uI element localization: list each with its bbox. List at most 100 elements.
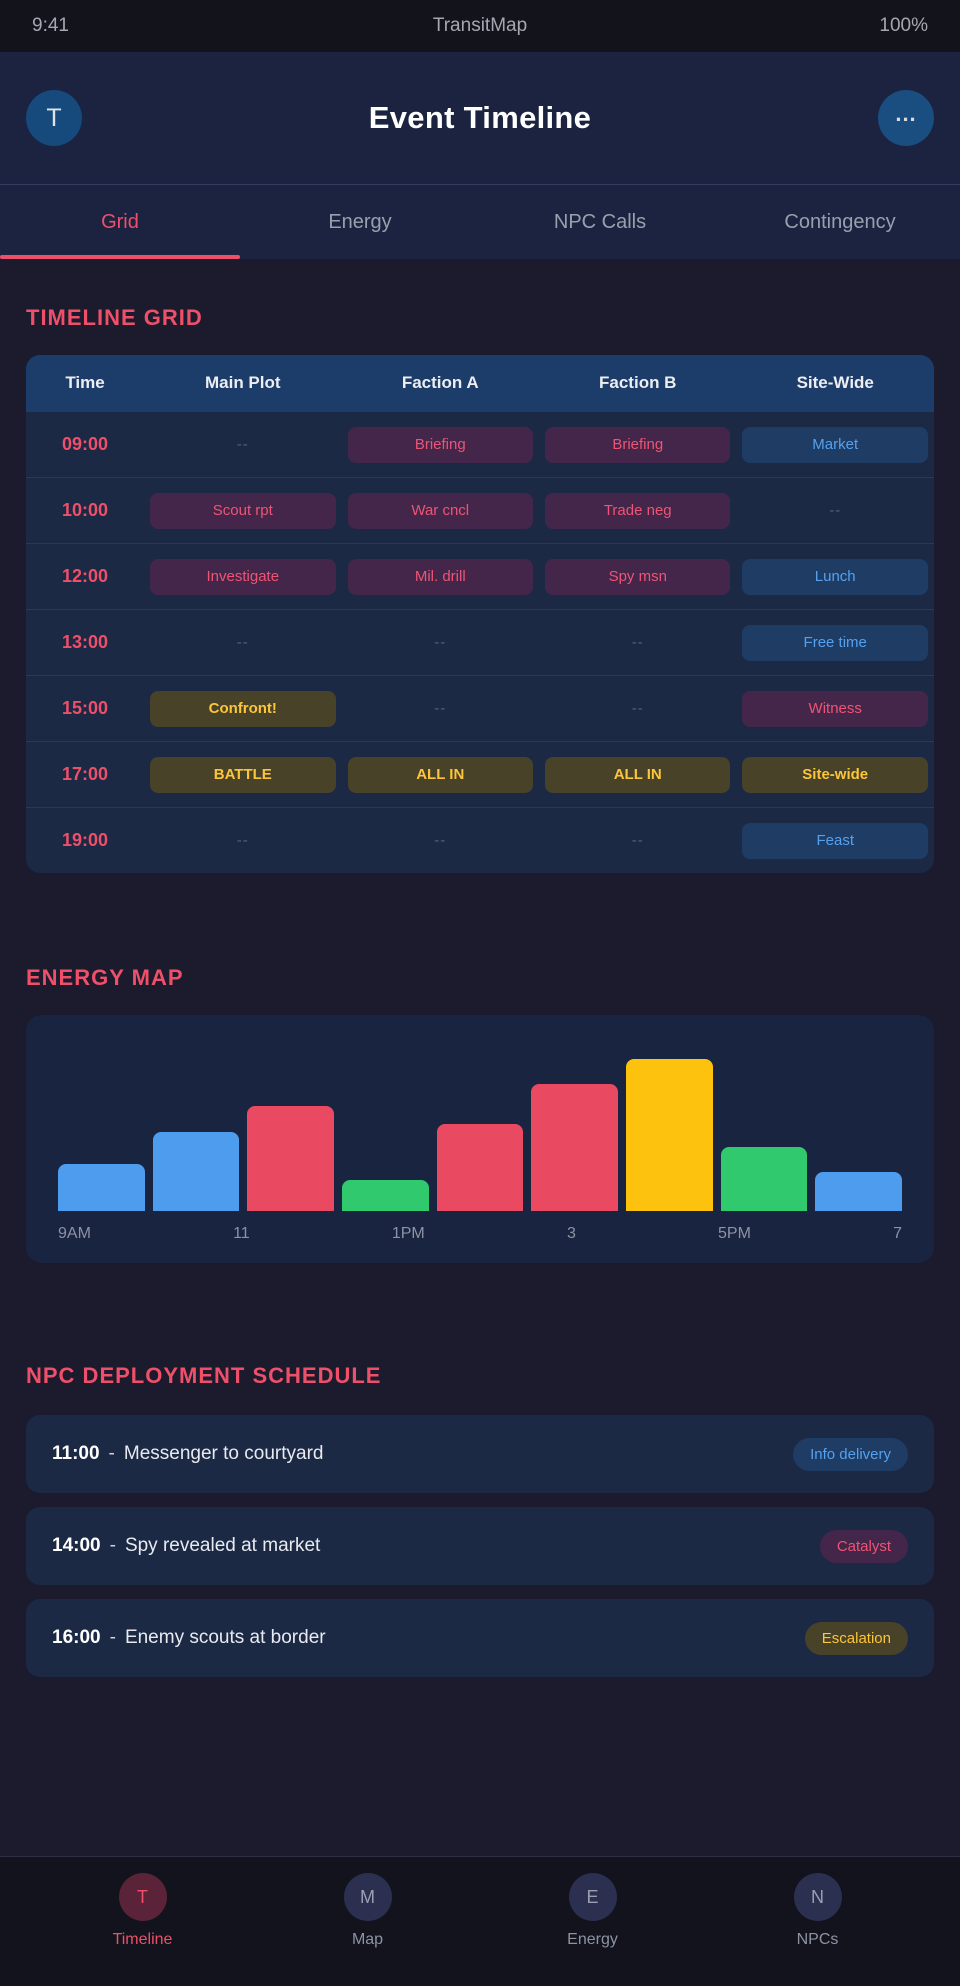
x-tick-label: 11	[233, 1225, 250, 1242]
nav-label: Map	[351, 1931, 384, 1948]
event-cell[interactable]: Trade neg	[545, 492, 731, 529]
status-app-title: TransitMap	[432, 15, 528, 36]
event-cell[interactable]: War cncl	[347, 492, 533, 529]
section-title-energy-map: ENERGY MAP	[26, 965, 184, 990]
event-cell[interactable]: Mil. drill	[347, 558, 533, 595]
event-cell[interactable]: Free time	[742, 624, 928, 661]
table-row: 13:00 -- -- -- Free time	[26, 609, 934, 675]
energy-bar	[815, 1172, 903, 1211]
nav-item-map[interactable]: M Map	[303, 1873, 433, 1986]
row-time: 15:00	[61, 698, 109, 718]
nav-item-npcs[interactable]: N NPCs	[753, 1873, 883, 1986]
row-time: 10:00	[61, 500, 109, 520]
tab-energy[interactable]: Energy	[328, 210, 392, 233]
event-cell: --	[236, 435, 249, 453]
energy-bar	[531, 1084, 619, 1211]
energy-bar	[247, 1106, 335, 1211]
event-cell[interactable]: BATTLE	[150, 756, 336, 793]
row-time: 13:00	[61, 632, 109, 652]
energy-icon: E	[568, 1873, 617, 1921]
energy-bar	[152, 1132, 240, 1211]
event-cell[interactable]: Scout rpt	[150, 492, 336, 529]
more-menu-button[interactable]: ...	[878, 90, 934, 146]
npc-item-text: Enemy scouts at border	[124, 1627, 326, 1648]
x-axis-labels: 9AM 11 1PM 3 5PM 7	[58, 1225, 902, 1243]
table-row: 10:00 Scout rpt War cncl Trade neg --	[26, 477, 934, 543]
event-cell[interactable]: Spy msn	[545, 558, 731, 595]
tab-grid[interactable]: Grid	[0, 185, 240, 259]
event-cell[interactable]: ALL IN	[347, 756, 533, 793]
timeline-icon: T	[118, 1873, 167, 1921]
nav-label: Timeline	[112, 1931, 173, 1948]
column-header-main-plot: Main Plot	[204, 373, 281, 392]
energy-bar	[436, 1124, 524, 1211]
event-cell: --	[236, 633, 249, 651]
event-cell[interactable]: Briefing	[347, 426, 533, 463]
npc-item-time: 11:00	[52, 1443, 100, 1464]
npc-item-text: Spy revealed at market	[124, 1535, 321, 1556]
event-cell: --	[631, 831, 644, 849]
table-row: 09:00 -- Briefing Briefing Market	[26, 411, 934, 477]
event-cell[interactable]: Feast	[742, 822, 928, 859]
tab-contingency[interactable]: Contingency	[784, 210, 896, 233]
status-bar: 9:41 TransitMap 100%	[0, 0, 960, 52]
event-cell: --	[631, 633, 644, 651]
tab-bar: Grid Energy NPC Calls Contingency	[0, 185, 960, 259]
event-cell[interactable]: Site-wide	[742, 756, 928, 793]
energy-map-card: 9AM 11 1PM 3 5PM 7	[26, 1015, 934, 1263]
row-time: 17:00	[61, 764, 109, 784]
event-cell[interactable]: Witness	[742, 690, 928, 727]
event-cell[interactable]: Investigate	[150, 558, 336, 595]
row-time: 12:00	[61, 566, 109, 586]
app-header: T Event Timeline ...	[0, 52, 960, 185]
npc-item-separator: -	[109, 1627, 116, 1648]
npc-item-badge: Info delivery	[793, 1437, 908, 1471]
npc-schedule-item[interactable]: 11:00 - Messenger to courtyard Info deli…	[26, 1415, 934, 1493]
nav-item-timeline[interactable]: T Timeline	[78, 1873, 208, 1986]
npc-item-time: 16:00	[52, 1627, 101, 1648]
column-header-site-wide: Site-Wide	[796, 373, 874, 392]
column-header-faction-a: Faction A	[401, 373, 479, 392]
npc-item-time: 14:00	[52, 1535, 101, 1556]
nav-label: Energy	[567, 1931, 618, 1948]
event-cell: --	[434, 633, 447, 651]
column-header-faction-b: Faction B	[599, 373, 677, 392]
event-cell[interactable]: ALL IN	[545, 756, 731, 793]
npc-item-separator: -	[108, 1443, 115, 1464]
nav-item-energy[interactable]: E Energy	[528, 1873, 658, 1986]
table-row: 17:00 BATTLE ALL IN ALL IN Site-wide	[26, 741, 934, 807]
event-cell[interactable]: Confront!	[150, 690, 336, 727]
event-cell: --	[631, 699, 644, 717]
energy-bar	[58, 1164, 145, 1211]
npc-item-text: Messenger to courtyard	[123, 1443, 324, 1464]
map-icon: M	[343, 1873, 392, 1921]
table-row: 12:00 Investigate Mil. drill Spy msn Lun…	[26, 543, 934, 609]
tab-npc-calls[interactable]: NPC Calls	[553, 210, 647, 233]
x-tick-label: 3	[566, 1225, 576, 1242]
table-header-row: Time Main Plot Faction A Faction B Site-…	[26, 355, 934, 411]
npc-item-badge: Escalation	[804, 1621, 908, 1655]
event-cell: --	[434, 831, 447, 849]
npc-item-separator: -	[109, 1535, 116, 1556]
event-cell: --	[434, 699, 447, 717]
energy-bar	[342, 1180, 429, 1211]
npcs-icon: N	[793, 1873, 842, 1921]
npc-schedule-item[interactable]: 16:00 - Enemy scouts at border Escalatio…	[26, 1599, 934, 1677]
status-time: 9:41	[32, 15, 69, 36]
energy-bar	[720, 1147, 808, 1211]
event-cell[interactable]: Lunch	[742, 558, 928, 595]
event-cell: --	[829, 501, 842, 519]
event-cell[interactable]: Market	[742, 426, 928, 463]
event-cell[interactable]: Briefing	[545, 426, 731, 463]
x-tick-label: 5PM	[718, 1225, 751, 1242]
main-content: TIMELINE GRID Time Main Plot Faction A F…	[0, 305, 960, 1677]
avatar[interactable]: T	[26, 90, 82, 146]
row-time: 19:00	[61, 830, 109, 850]
npc-schedule-item[interactable]: 14:00 - Spy revealed at market Catalyst	[26, 1507, 934, 1585]
section-title-npc-schedule: NPC DEPLOYMENT SCHEDULE	[26, 1363, 382, 1388]
bar-chart	[58, 1051, 903, 1211]
nav-label: NPCs	[796, 1931, 839, 1948]
row-time: 09:00	[61, 434, 109, 454]
x-tick-label: 1PM	[391, 1225, 425, 1242]
energy-bar	[626, 1059, 713, 1211]
